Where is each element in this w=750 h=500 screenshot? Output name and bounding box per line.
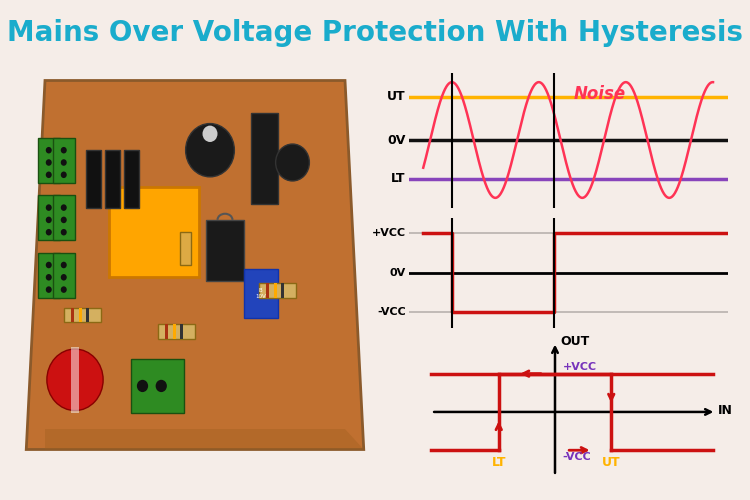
Text: 0V: 0V — [389, 268, 406, 278]
Bar — [180, 324, 183, 339]
Bar — [109, 187, 199, 278]
Circle shape — [61, 262, 67, 268]
Circle shape — [61, 286, 67, 293]
Circle shape — [46, 216, 52, 223]
Bar — [266, 284, 269, 298]
Circle shape — [156, 380, 166, 392]
Text: 0V: 0V — [388, 134, 406, 146]
Bar — [158, 324, 195, 339]
Circle shape — [46, 262, 52, 268]
Text: IN: IN — [718, 404, 733, 417]
Bar — [38, 138, 60, 183]
Circle shape — [61, 229, 67, 235]
Bar — [180, 232, 191, 265]
Circle shape — [61, 216, 67, 223]
Bar — [79, 308, 82, 322]
Circle shape — [46, 204, 52, 211]
Bar — [124, 150, 139, 208]
Text: +VCC: +VCC — [562, 362, 597, 372]
Bar — [86, 150, 101, 208]
Circle shape — [46, 159, 52, 166]
Bar — [131, 360, 184, 412]
Bar — [259, 284, 296, 298]
Bar — [251, 114, 278, 204]
Text: -VCC: -VCC — [377, 307, 406, 317]
Circle shape — [61, 147, 67, 154]
Bar — [105, 150, 120, 208]
Circle shape — [46, 172, 52, 178]
Bar — [71, 308, 74, 322]
Circle shape — [46, 286, 52, 293]
Text: B
10V: B 10V — [255, 288, 266, 299]
Bar — [244, 269, 278, 318]
Text: OUT: OUT — [560, 336, 590, 348]
Circle shape — [46, 147, 52, 154]
Bar — [165, 324, 168, 339]
Circle shape — [46, 274, 52, 280]
Bar — [274, 284, 277, 298]
Text: LT: LT — [392, 172, 406, 185]
Polygon shape — [45, 429, 364, 450]
Circle shape — [61, 274, 67, 280]
Text: LT: LT — [491, 456, 506, 469]
Polygon shape — [26, 80, 364, 450]
Bar — [53, 196, 75, 240]
Bar — [64, 308, 101, 322]
Bar — [53, 138, 75, 183]
Circle shape — [276, 144, 309, 181]
Circle shape — [46, 349, 103, 410]
Bar — [172, 324, 176, 339]
Bar — [206, 220, 244, 282]
Bar — [38, 196, 60, 240]
Bar — [281, 284, 284, 298]
Text: +VCC: +VCC — [372, 228, 406, 238]
Text: UT: UT — [602, 456, 620, 469]
Circle shape — [186, 124, 234, 177]
Bar — [71, 347, 79, 412]
Text: Noise: Noise — [574, 85, 626, 103]
Text: UT: UT — [387, 90, 406, 103]
Text: Mains Over Voltage Protection With Hysteresis: Mains Over Voltage Protection With Hyste… — [7, 19, 743, 47]
Text: -VCC: -VCC — [562, 452, 591, 462]
Circle shape — [61, 172, 67, 178]
Circle shape — [46, 229, 52, 235]
Circle shape — [202, 126, 217, 142]
Bar — [86, 308, 89, 322]
Circle shape — [136, 380, 148, 392]
Circle shape — [61, 159, 67, 166]
Bar — [53, 252, 75, 298]
Circle shape — [61, 204, 67, 211]
Bar — [38, 252, 60, 298]
